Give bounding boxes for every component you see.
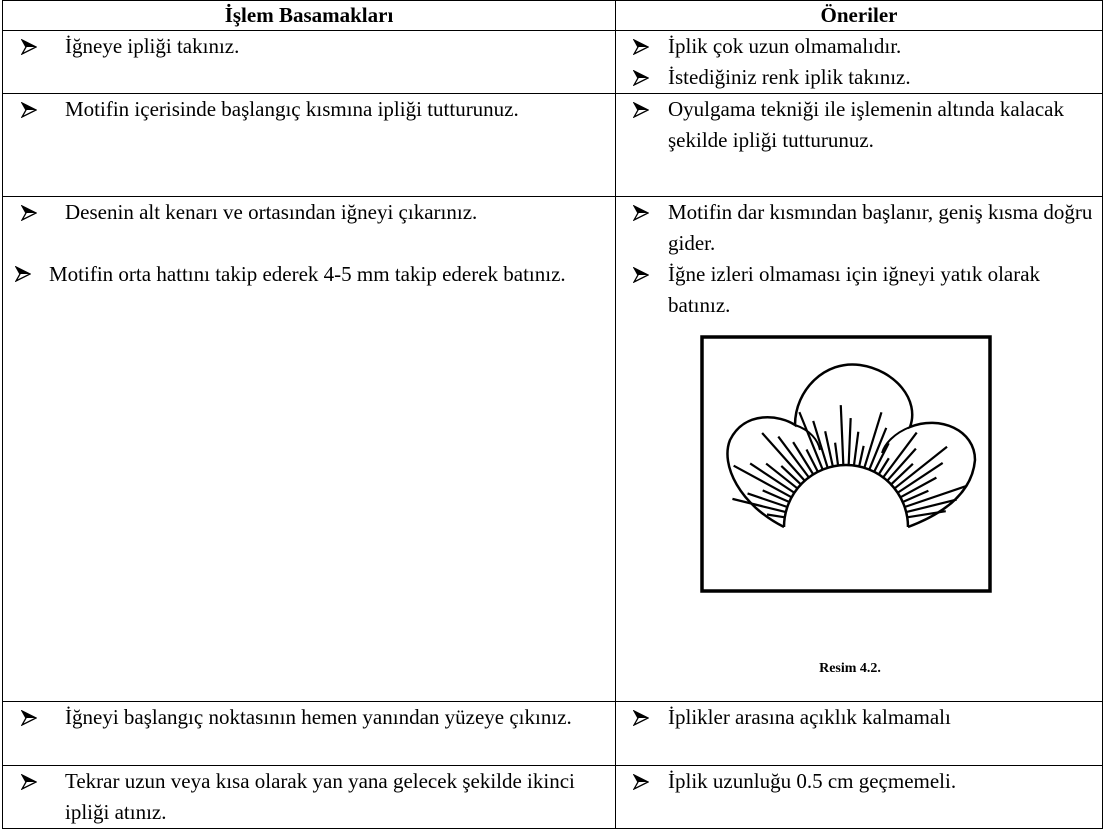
header-cell: Öneriler bbox=[615, 0, 1103, 31]
bullet-arrow bbox=[21, 774, 37, 790]
list-item: Desenin alt kenarı ve ortasından iğneyi … bbox=[9, 197, 609, 228]
bullet-arrow bbox=[14, 265, 32, 283]
left-cell: İğneye ipliği takınız. bbox=[2, 30, 616, 94]
list-item: Motifin orta hattını takip ederek 4-5 mm… bbox=[9, 259, 609, 290]
bullet-arrow bbox=[633, 39, 649, 55]
item-text: Desenin alt kenarı ve ortasından iğneyi … bbox=[65, 200, 478, 224]
bullet-arrow bbox=[633, 70, 649, 86]
bullet-arrow bbox=[633, 267, 649, 283]
item-text: İplik çok uzun olmamalıdır. bbox=[668, 34, 902, 58]
left-cell: İğneyi başlangıç noktasının hemen yanınd… bbox=[2, 701, 616, 766]
list-item: İğneye ipliği takınız. bbox=[9, 31, 609, 62]
item-text: İplikler arasına açıklık kalmamalı bbox=[668, 705, 951, 729]
list-item: İğne izleri olmaması için iğneyi yatık o… bbox=[622, 259, 1096, 321]
list-item: İplik çok uzun olmamalıdır. bbox=[622, 31, 1096, 62]
item-text: İplik uzunluğu 0.5 cm geçmemeli. bbox=[668, 769, 957, 793]
right-cell: Motifin dar kısmından başlanır, geniş kı… bbox=[615, 196, 1103, 702]
list-item: İğneyi başlangıç noktasının hemen yanınd… bbox=[9, 702, 609, 733]
right-cell: İplik çok uzun olmamalıdır. İstediğiniz r… bbox=[615, 30, 1103, 94]
table-row: Tekrar uzun veya kısa olarak yan yana ge… bbox=[2, 765, 1103, 829]
bullet-arrow bbox=[633, 205, 649, 221]
bullet-arrow bbox=[21, 710, 37, 726]
list-item: İstediğiniz renk iplik takınız. bbox=[622, 62, 1096, 93]
table-body: İğneye ipliği takınız. İplik çok uzun olm… bbox=[2, 30, 1103, 829]
table-row: İğneyi başlangıç noktasının hemen yanınd… bbox=[2, 701, 1103, 766]
header-cell: İşlem Basamakları bbox=[2, 0, 616, 31]
item-text: Tekrar uzun veya kısa olarak yan yana ge… bbox=[65, 769, 575, 824]
bullet-arrow bbox=[21, 102, 37, 118]
header-row: İşlem Basamakları Öneriler bbox=[2, 0, 1103, 31]
left-cell: Motifin içerisinde başlangıç kısmına ipl… bbox=[2, 93, 616, 197]
item-text: İstediğiniz renk iplik takınız. bbox=[668, 65, 911, 89]
bullet-arrow bbox=[21, 39, 37, 55]
list-item: İplikler arasına açıklık kalmamalı bbox=[622, 702, 1096, 733]
item-text: İğneyi başlangıç noktasının hemen yanınd… bbox=[65, 705, 572, 729]
figure: Resim 4.2. bbox=[700, 335, 1000, 678]
right-cell: Oyulgama tekniği ile işlemenin altında k… bbox=[615, 93, 1103, 197]
bullet-arrow bbox=[21, 205, 37, 221]
flower-drawing bbox=[700, 335, 992, 593]
list-item: Tekrar uzun veya kısa olarak yan yana ge… bbox=[9, 766, 609, 828]
bullet-arrow bbox=[633, 774, 649, 790]
table-row: Motifin içerisinde başlangıç kısmına ipl… bbox=[2, 93, 1103, 197]
item-text: Motifin orta hattını takip ederek 4-5 mm… bbox=[49, 262, 566, 286]
left-cell: Desenin alt kenarı ve ortasından iğneyi … bbox=[2, 196, 616, 702]
right-cell: İplik uzunluğu 0.5 cm geçmemeli. bbox=[615, 765, 1103, 829]
spacer bbox=[9, 228, 609, 259]
list-item: Motifin dar kısmından başlanır, geniş kı… bbox=[622, 197, 1096, 259]
table-row: İğneye ipliği takınız. İplik çok uzun olm… bbox=[2, 30, 1103, 94]
list-item: Oyulgama tekniği ile işlemenin altında k… bbox=[622, 94, 1096, 156]
left-cell: Tekrar uzun veya kısa olarak yan yana ge… bbox=[2, 765, 616, 829]
item-text: Motifin içerisinde başlangıç kısmına ipl… bbox=[65, 97, 519, 121]
bullet-arrow bbox=[633, 102, 649, 118]
table-row: Desenin alt kenarı ve ortasından iğneyi … bbox=[2, 196, 1103, 702]
item-text: İğneye ipliği takınız. bbox=[65, 34, 240, 58]
figure-caption: Resim 4.2. bbox=[819, 661, 881, 676]
list-item: Motifin içerisinde başlangıç kısmına ipl… bbox=[9, 94, 609, 125]
list-item: İplik uzunluğu 0.5 cm geçmemeli. bbox=[622, 766, 1096, 797]
bullet-arrow bbox=[633, 710, 649, 726]
item-text: İğne izleri olmaması için iğneyi yatık o… bbox=[668, 262, 1041, 317]
item-text: Oyulgama tekniği ile işlemenin altında k… bbox=[668, 97, 1064, 152]
right-cell: İplikler arasına açıklık kalmamalı bbox=[615, 701, 1103, 766]
item-text: Motifin dar kısmından başlanır, geniş kı… bbox=[668, 200, 1093, 255]
